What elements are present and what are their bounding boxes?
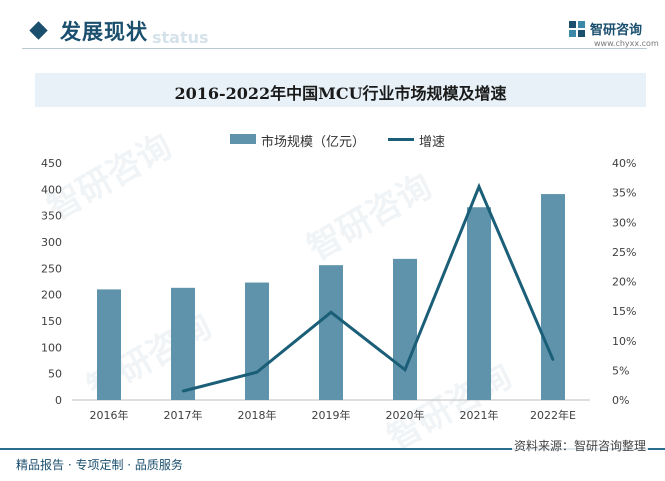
section-ghost-text: status [152,28,209,47]
legend-bar-swatch [230,134,256,144]
brand-logo-icon [569,21,585,37]
data-source: 资料来源：智研咨询整理 [512,437,649,454]
y-left-tick-label: 350 [41,210,62,223]
section-title: 发展现状 [60,20,148,44]
bar [171,287,195,400]
brand-url: www.chyxx.com [594,39,659,48]
y-left-tick-label: 250 [41,262,62,275]
brand: 智研咨询 www.chyxx.com [568,18,659,52]
chart-title-band: 2016-2022年中国MCU行业市场规模及增速 [35,73,646,107]
y-right-tick-label: 0% [612,394,629,407]
header-divider [22,48,647,49]
y-left-tick-label: 450 [41,157,62,170]
y-right-tick-label: 20% [612,276,636,289]
bar [97,289,121,400]
x-tick-label: 2016年 [90,408,129,422]
x-tick-label: 2019年 [312,408,351,422]
legend-line-swatch [388,138,414,141]
y-left-tick-label: 200 [41,289,62,302]
legend-label-growth: 增速 [419,135,446,150]
y-right-tick-label: 25% [612,246,636,259]
x-tick-label: 2020年 [386,408,425,422]
y-right-tick-label: 35% [612,187,636,200]
y-right-tick-label: 10% [612,335,636,348]
y-right-tick-label: 40% [612,157,636,170]
growth-line [182,182,555,393]
growth-point [551,358,555,361]
x-tick-label: 2018年 [238,408,277,422]
y-right-tick-label: 5% [612,364,629,377]
x-tick-label: 2017年 [164,408,203,422]
bar [541,194,565,400]
growth-point [329,311,333,314]
legend-item-growth: 增速 [388,130,458,150]
brand-name: 智研咨询 [590,23,643,38]
bar [245,282,269,400]
y-left-tick-label: 50 [48,368,62,381]
y-left-tick-label: 100 [41,341,62,354]
y-left-tick-label: 0 [55,394,62,407]
growth-point [255,370,259,374]
y-right-tick-label: 30% [612,216,636,229]
growth-point [403,368,407,371]
y-left-tick-label: 150 [41,315,62,328]
bar [393,258,417,400]
x-tick-label: 2022年E [530,408,576,422]
y-left-tick-label: 300 [41,236,62,249]
growth-point [181,389,185,393]
footer-divider [0,448,665,450]
growth-point [477,185,481,188]
y-right-tick-label: 15% [612,305,636,318]
x-tick-label: 2021年 [460,408,499,422]
chart-title: 2016-2022年中国MCU行业市场规模及增速 [174,84,507,103]
bar [319,265,343,400]
legend-item-market-size: 市场规模（亿元） [230,130,370,150]
legend-label-market-size: 市场规模（亿元） [261,135,366,150]
header: 发展现状 status 智研咨询 www.chyxx.com [0,0,665,58]
footer-slogan: 精品报告 · 专项定制 · 品质服务 [16,458,183,472]
y-left-tick-label: 400 [41,183,62,196]
bar [467,207,491,400]
